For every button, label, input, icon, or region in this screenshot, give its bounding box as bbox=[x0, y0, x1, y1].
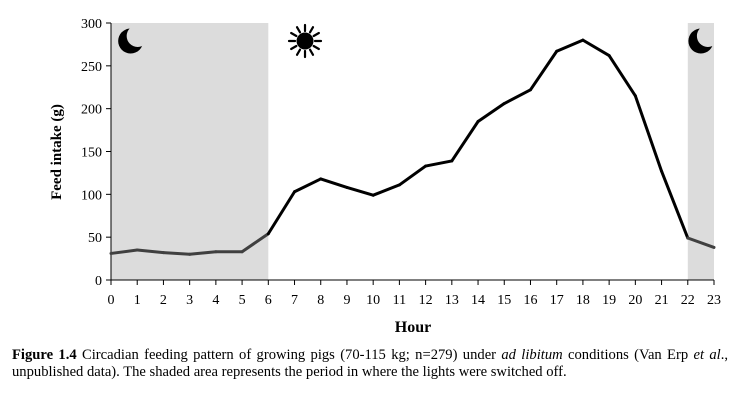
x-tick-label: 23 bbox=[707, 293, 721, 308]
series-line-segment bbox=[686, 236, 716, 249]
y-tick-label: 100 bbox=[81, 188, 102, 203]
series-line-segment bbox=[660, 169, 690, 240]
x-tick-label: 0 bbox=[108, 293, 115, 308]
x-tick-label: 12 bbox=[419, 293, 433, 308]
x-tick-label: 18 bbox=[576, 293, 590, 308]
series-line-segment bbox=[188, 250, 218, 256]
x-ticks: 0 1 2 3 4 5 6 7 8 9 10 11 12 13 14 15 16 17 18 19 20 21 22 23 bbox=[108, 280, 721, 308]
light-icons bbox=[118, 23, 714, 59]
x-tick-label: 14 bbox=[471, 293, 485, 308]
x-tick-label: 13 bbox=[445, 293, 459, 308]
caption-text-2: conditions (Van Erp bbox=[562, 347, 694, 363]
y-ticks: 0 50 100 150 200 250 300 bbox=[81, 17, 111, 289]
series-line-segment bbox=[528, 49, 559, 92]
caption-italic-2: et al bbox=[693, 347, 721, 363]
moon-icon bbox=[688, 28, 714, 54]
figure-label: Figure 1.4 bbox=[12, 347, 77, 363]
series-line-segment bbox=[293, 177, 323, 194]
x-tick-label: 2 bbox=[160, 293, 167, 308]
series-line-segment bbox=[240, 232, 270, 254]
series-line-segment bbox=[450, 120, 480, 163]
x-tick-label: 1 bbox=[134, 293, 141, 308]
x-tick-label: 5 bbox=[239, 293, 246, 308]
series-line-segment bbox=[345, 185, 375, 197]
x-axis-label: Hour bbox=[395, 319, 431, 336]
sun-icon bbox=[287, 23, 323, 59]
y-tick-label: 0 bbox=[95, 274, 102, 289]
y-tick-label: 200 bbox=[81, 103, 102, 118]
series-line-segment bbox=[502, 88, 532, 106]
x-tick-label: 16 bbox=[523, 293, 537, 308]
series-line-segment bbox=[135, 248, 165, 255]
y-tick-label: 250 bbox=[81, 60, 102, 75]
series-line-segment bbox=[476, 102, 506, 124]
caption-text-1: Circadian feeding pattern of growing pig… bbox=[76, 347, 502, 363]
series-line-segment bbox=[633, 94, 664, 173]
x-tick-label: 10 bbox=[366, 293, 380, 308]
x-tick-label: 17 bbox=[550, 293, 564, 308]
series-line-segment bbox=[319, 177, 349, 189]
series-line-segment bbox=[581, 38, 611, 58]
caption-italic-1: ad libitum bbox=[501, 347, 563, 363]
x-tick-label: 21 bbox=[655, 293, 669, 308]
lights-off-shading bbox=[111, 23, 714, 280]
x-tick-label: 20 bbox=[628, 293, 642, 308]
series-line-segment bbox=[607, 54, 637, 98]
x-tick-label: 8 bbox=[317, 293, 324, 308]
series-line-segment bbox=[397, 164, 428, 187]
moon-icon bbox=[118, 28, 144, 54]
x-tick-label: 22 bbox=[681, 293, 695, 308]
lights-off-region bbox=[687, 23, 714, 280]
y-tick-label: 300 bbox=[81, 17, 102, 32]
x-tick-label: 19 bbox=[602, 293, 616, 308]
x-tick-label: 6 bbox=[265, 293, 272, 308]
series-line-segment bbox=[109, 248, 139, 255]
data-series bbox=[109, 38, 716, 256]
x-tick-label: 7 bbox=[291, 293, 298, 308]
x-tick-label: 15 bbox=[497, 293, 511, 308]
lights-off-region bbox=[111, 23, 269, 280]
figure-caption: Figure 1.4 Circadian feeding pattern of … bbox=[12, 347, 728, 381]
x-tick-label: 4 bbox=[212, 293, 219, 308]
series-line-segment bbox=[371, 183, 401, 197]
x-tick-label: 9 bbox=[343, 293, 350, 308]
series-line-segment bbox=[424, 159, 454, 168]
x-tick-label: 3 bbox=[186, 293, 193, 308]
series-line-segment bbox=[555, 38, 585, 53]
x-tick-label: 11 bbox=[393, 293, 406, 308]
series-line-segment bbox=[266, 190, 297, 236]
y-axis-label: Feed intake (g) bbox=[49, 104, 65, 200]
y-tick-label: 50 bbox=[88, 231, 102, 246]
series-line-segment bbox=[161, 251, 192, 256]
y-tick-label: 150 bbox=[81, 146, 102, 161]
caption-text-3: ., unpublished data). The shaded area re… bbox=[12, 347, 728, 380]
